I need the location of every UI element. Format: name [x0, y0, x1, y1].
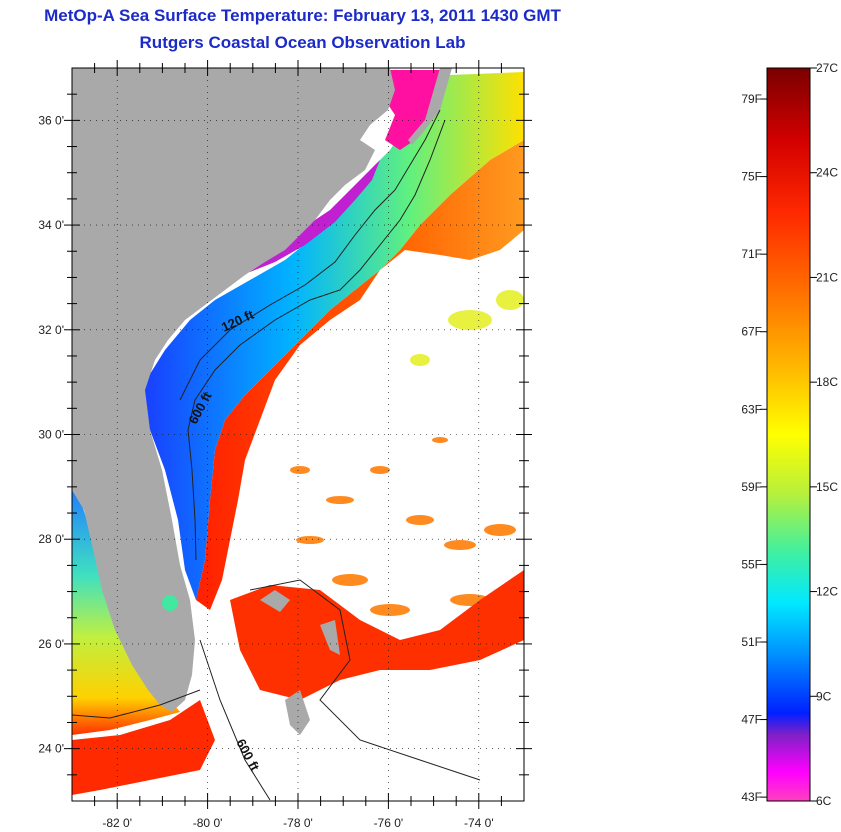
lake-okeechobee [162, 595, 178, 611]
contour-600ft-south [72, 579, 481, 801]
gulf-stream-region [196, 140, 524, 610]
celsius-label: 27C [816, 61, 838, 75]
florida-straits-water [72, 700, 215, 795]
gulf-of-mexico-water [72, 490, 180, 735]
longitude-axis: -82 0' -80 0' -78 0' -76 0' -74 0' [94, 60, 502, 830]
colorbar-gradient [766, 67, 811, 802]
latitude-tick-label: 32 0' [38, 323, 64, 337]
latitude-tick-label: 26 0' [38, 637, 64, 651]
temperature-colorbar: 79F 75F 71F 67F 63F 59F 55F 51F 47F 43F 27C 24C 21C… [741, 61, 838, 808]
bahamas-warm-water [230, 570, 524, 700]
latitude-tick-label: 24 0' [38, 742, 64, 756]
celsius-label: 18C [816, 375, 838, 389]
latitude-tick-label: 30 0' [38, 428, 64, 442]
celsius-label: 24C [816, 166, 838, 180]
contour-120ft [179, 109, 441, 401]
longitude-tick-label: -76 0' [374, 816, 404, 830]
fahrenheit-label: 55F [741, 557, 762, 571]
fahrenheit-label: 79F [741, 92, 762, 106]
longitude-tick-label: -80 0' [193, 816, 223, 830]
celsius-label: 12C [816, 585, 838, 599]
bahamas-islands [260, 590, 340, 735]
fahrenheit-label: 59F [741, 480, 762, 494]
longitude-tick-label: -78 0' [283, 816, 313, 830]
fahrenheit-label: 51F [741, 635, 762, 649]
fahrenheit-label: 67F [741, 325, 762, 339]
graticule [72, 68, 524, 801]
us-land-mass [72, 68, 395, 712]
fahrenheit-label: 43F [741, 790, 762, 804]
latitude-tick-label: 36 0' [38, 113, 64, 127]
longitude-tick-label: -74 0' [464, 816, 494, 830]
contour-600ft [187, 119, 446, 561]
northeast-yellow-patches [410, 290, 524, 366]
outer-banks-land [408, 68, 452, 145]
sound-cold-water [385, 70, 440, 150]
sst-map[interactable]: 120 ft 600 ft 600 ft 36 0'34 0'32 0'30 0… [0, 0, 600, 832]
map-title: MetOp-A Sea Surface Temperature: Februar… [44, 6, 561, 25]
fahrenheit-label: 71F [741, 247, 762, 261]
coastal-cold-water [140, 72, 524, 600]
celsius-label: 15C [816, 480, 838, 494]
fahrenheit-scale: 79F 75F 71F 67F 63F 59F 55F 51F 47F 43F [741, 92, 767, 804]
latitude-axis: 36 0' 34 0' 32 0' 30 0' 28 0' 26 0' 24 0' [38, 93, 532, 776]
longitude-tick-label: -82 0' [102, 816, 132, 830]
fahrenheit-label: 47F [741, 713, 762, 727]
celsius-label: 21C [816, 270, 838, 284]
latitude-tick-label: 28 0' [38, 532, 64, 546]
map-subtitle: Rutgers Coastal Ocean Observation Lab [139, 33, 466, 52]
fahrenheit-label: 75F [741, 170, 762, 184]
celsius-label: 6C [816, 794, 832, 808]
celsius-scale: 27C 24C 21C 18C 15C 12C 9C 6C [810, 61, 838, 808]
latitude-tick-label: 34 0' [38, 218, 64, 232]
celsius-label: 9C [816, 689, 832, 703]
fahrenheit-label: 63F [741, 402, 762, 416]
